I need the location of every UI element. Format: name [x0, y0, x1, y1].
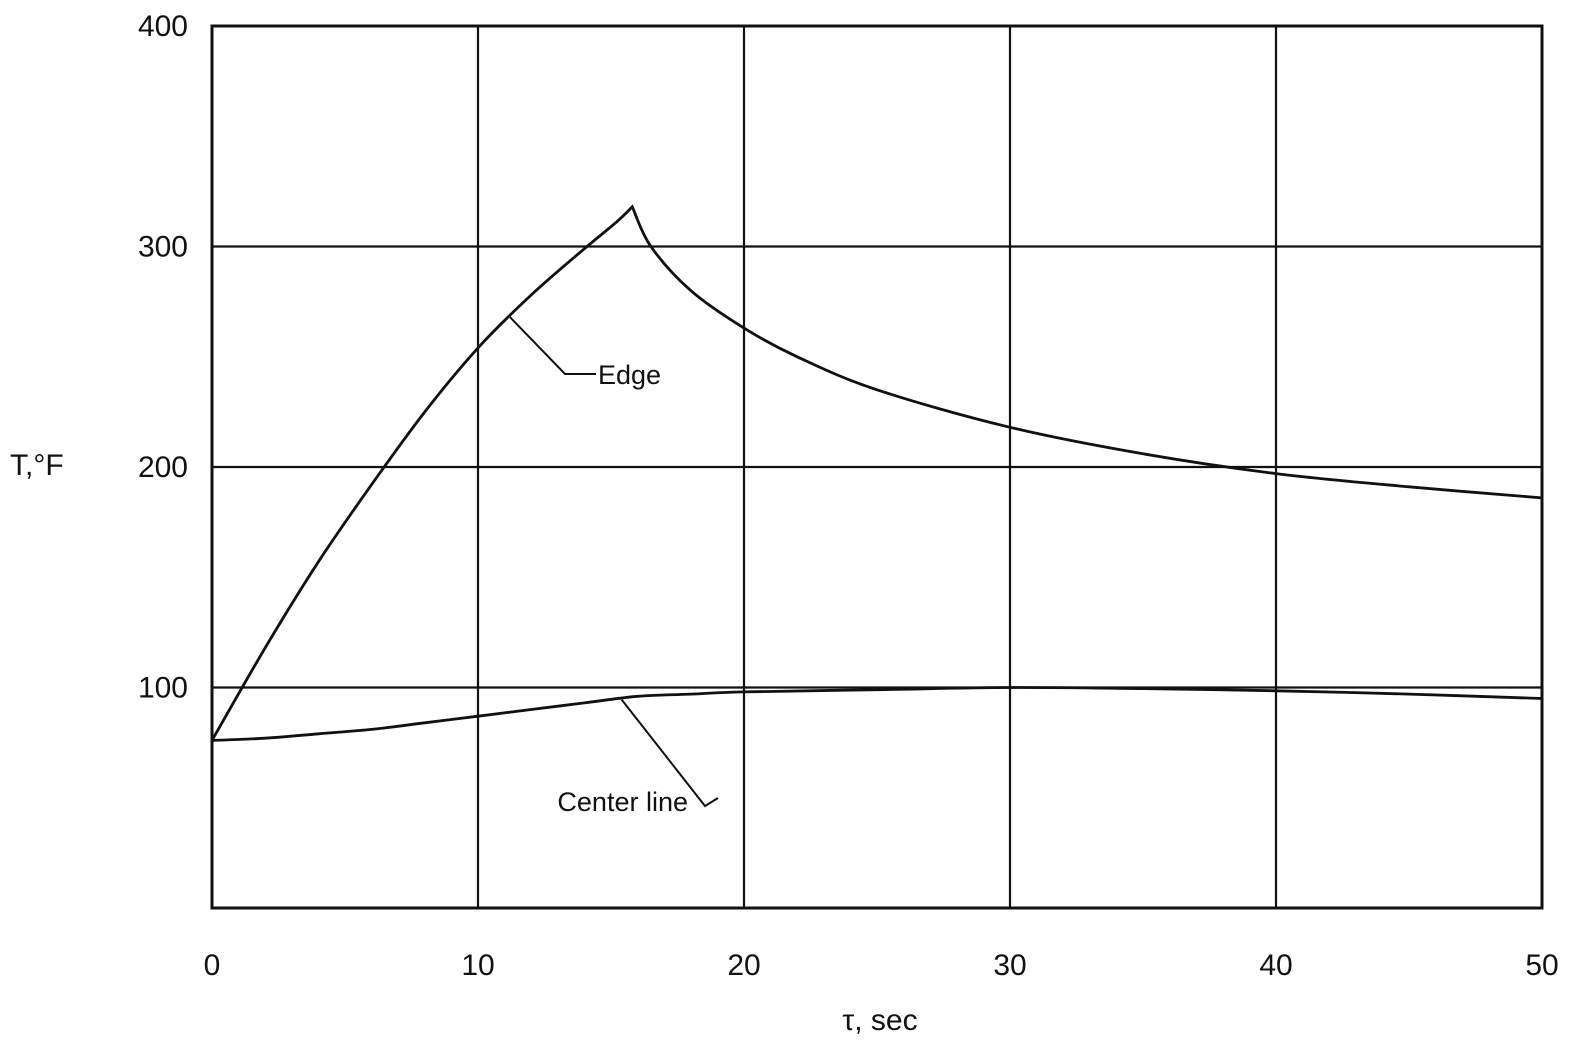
x-tick-label: 50 — [1525, 949, 1558, 982]
series-layer — [210, 204, 1543, 742]
edge-label: Edge — [598, 360, 661, 390]
x-axis-label: τ, sec — [842, 1004, 917, 1037]
y-tick-label: 400 — [138, 10, 188, 43]
plot-frame — [210, 24, 1544, 910]
x-tick-label: 30 — [993, 949, 1026, 982]
annotation-layer: Edge Center line — [509, 316, 719, 817]
tick-labels: 0 10 20 30 40 50 100 200 300 400 — [138, 10, 1559, 982]
y-tick-label: 100 — [138, 672, 188, 705]
y-tick-label: 200 — [138, 451, 188, 484]
grid-lines — [212, 26, 1542, 908]
edge-leader-line — [509, 316, 596, 375]
y-tick-label: 300 — [138, 231, 188, 264]
x-tick-label: 20 — [727, 949, 760, 982]
y-axis-label: T,°F — [10, 449, 64, 482]
series-line-center-line — [211, 686, 1543, 742]
x-tick-label: 10 — [461, 949, 494, 982]
center-line-leader-line — [620, 699, 719, 808]
center-line-label: Center line — [557, 787, 688, 817]
x-tick-label: 0 — [204, 949, 221, 982]
x-tick-label: 40 — [1259, 949, 1292, 982]
series-line-edge — [210, 204, 1543, 742]
